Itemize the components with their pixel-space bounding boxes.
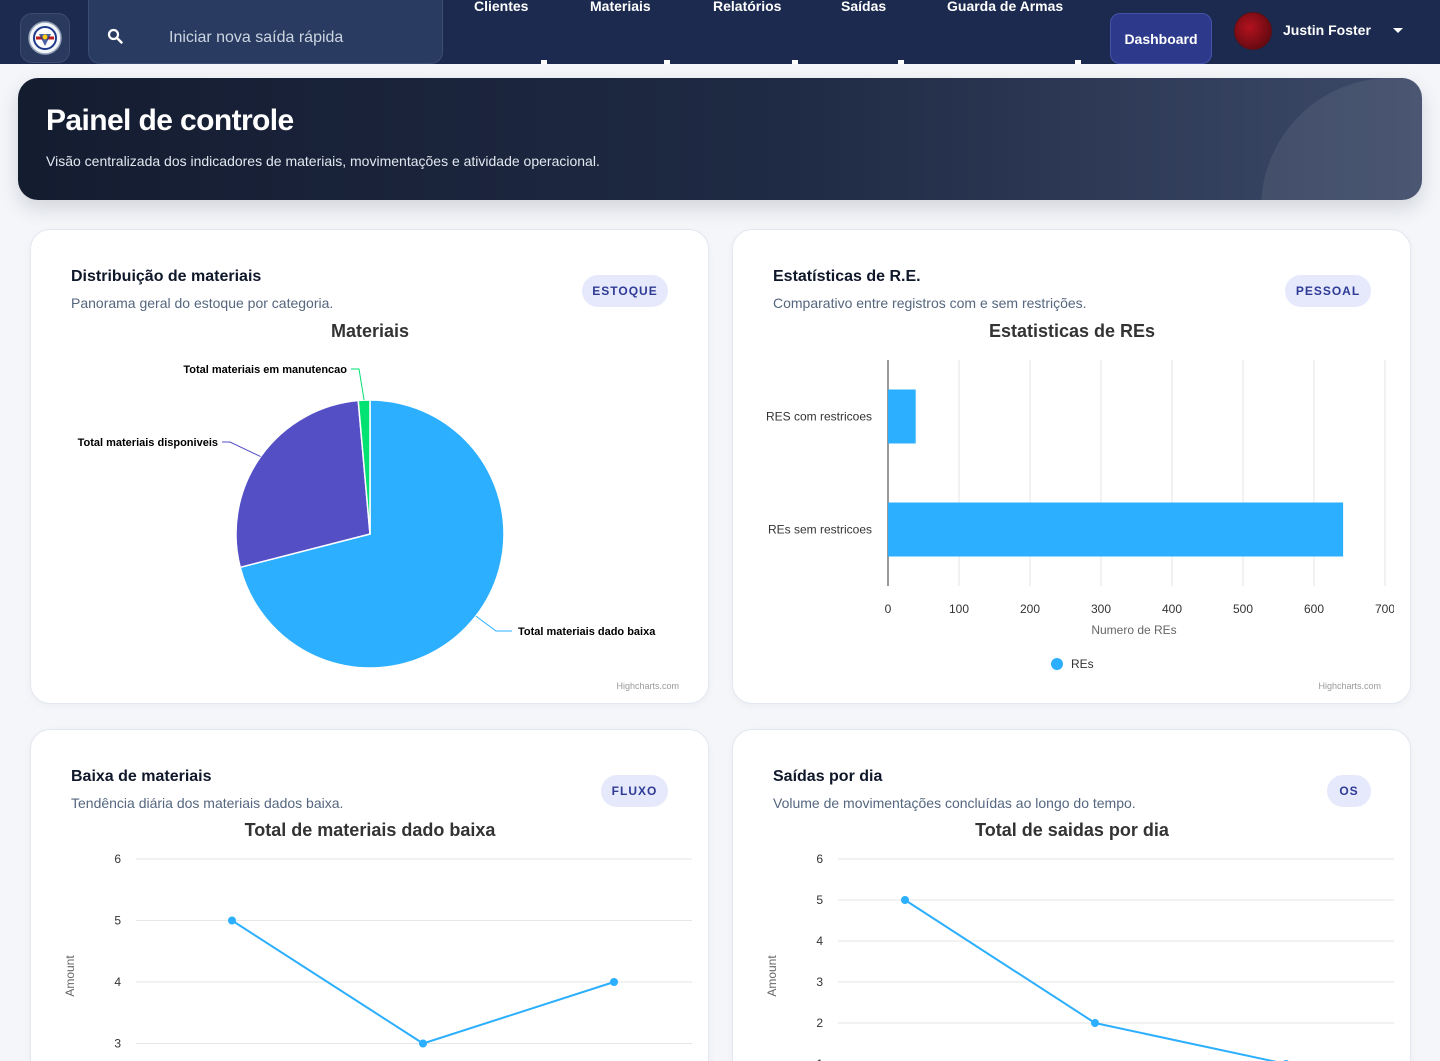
card-saidas-por-dia: Saídas por dia Volume de movimentações c…: [732, 729, 1411, 1061]
chevron-down-icon[interactable]: [1392, 27, 1404, 35]
chart-title: Materiais: [331, 322, 409, 341]
data-point[interactable]: [610, 978, 618, 986]
card-subtitle: Tendência diária dos materiais dados bai…: [71, 795, 344, 811]
x-tick-label: 0: [885, 602, 892, 616]
y-tick-label: 2: [816, 1016, 823, 1030]
category-label-res-sem-restricoes: REs sem restricoes: [768, 523, 872, 537]
card-baixa-materiais: Baixa de materiais Tendência diária dos …: [30, 729, 709, 1061]
chart-credits[interactable]: Highcharts.com: [1318, 681, 1381, 691]
x-tick-label: 500: [1233, 602, 1253, 616]
nav-link-relatorios[interactable]: Relatórios: [713, 0, 782, 14]
nav-caret-materiais: [664, 60, 670, 64]
data-point[interactable]: [901, 896, 909, 904]
nav-caret-clientes: [541, 60, 547, 64]
x-axis-title: Numero de REs: [1091, 623, 1176, 637]
dashboard-button[interactable]: Dashboard: [1110, 13, 1212, 64]
card-title: Estatísticas de R.E.: [773, 268, 921, 285]
data-point[interactable]: [419, 1039, 427, 1048]
hero-decoration: [1261, 78, 1422, 200]
pie-slice-total-materiais-em-manutencao[interactable]: [357, 399, 371, 535]
data-point[interactable]: [228, 916, 236, 925]
y-tick-label: 5: [816, 893, 823, 907]
nav-link-materiais[interactable]: Materiais: [590, 0, 651, 14]
line-chart: Total de materiais dado baixa 3 4 5 6 Amoun…: [63, 822, 692, 1051]
card-title: Distribuição de materiais: [71, 268, 262, 285]
x-tick-label: 400: [1162, 602, 1182, 616]
chart-title: Estatisticas de REs: [989, 322, 1155, 341]
y-axis-title: Amount: [765, 955, 779, 997]
status-badge: FLUXO: [601, 775, 668, 807]
y-tick-label: 5: [114, 914, 121, 928]
data-point[interactable]: [1091, 1019, 1099, 1027]
bar-chart: Estatisticas de REs RES com restricoes RE…: [766, 322, 1394, 691]
pie-slice-total-materiais-disponiveis[interactable]: [235, 399, 371, 569]
card-estatisticas-re: Estatísticas de R.E. Comparativo entre r…: [732, 229, 1411, 704]
nav-caret-saidas: [898, 60, 904, 64]
bar-res-sem-restricoes[interactable]: [888, 502, 1344, 557]
card-subtitle: Comparativo entre registros com e sem re…: [773, 295, 1087, 311]
pie-connector-total-materiais-em-manutencao: [351, 368, 365, 401]
pie-connector-total-materiais-disponiveis: [222, 441, 261, 458]
line-chart: Total de saidas por dia 1 2 3 4 5 6 Amount: [765, 822, 1394, 1061]
series-line: [904, 899, 1277, 1061]
page-title: Painel de controle: [46, 104, 294, 137]
chart-title: Total de saidas por dia: [975, 822, 1170, 840]
x-tick-label: 700: [1375, 602, 1394, 616]
pie-label-total-materiais-disponiveis: Total materiais disponiveis: [78, 437, 218, 449]
nav-caret-relatorios: [792, 60, 798, 64]
y-tick-label: 4: [816, 934, 823, 948]
user-name[interactable]: Justin Foster: [1283, 22, 1371, 38]
y-tick-label: 1: [816, 1057, 823, 1061]
y-tick-label: 3: [114, 1037, 121, 1051]
avatar[interactable]: [1234, 12, 1272, 50]
navbar: Clientes Materiais Relatórios Saídas Gua…: [0, 0, 1440, 64]
card-title: Saídas por dia: [773, 768, 883, 785]
nav-caret-guarda: [1075, 60, 1081, 64]
hero-banner: Painel de controle Visão centralizada do…: [18, 78, 1422, 200]
logo[interactable]: [20, 13, 70, 63]
status-badge: PESSOAL: [1285, 275, 1371, 307]
status-badge: OS: [1327, 775, 1371, 807]
legend-item-res[interactable]: REs: [1071, 657, 1094, 671]
search-icon[interactable]: [107, 28, 123, 44]
pie-label-total-materiais-em-manutencao: Total materiais em manutencao: [183, 364, 347, 376]
search-input[interactable]: [169, 26, 419, 50]
y-tick-label: 3: [816, 975, 823, 989]
quick-search: [88, 0, 443, 64]
category-label-res-com-restricoes: RES com restricoes: [766, 410, 872, 424]
pie-connector-total-materiais-dado-baixa: [475, 615, 512, 632]
pie-label-total-materiais-dado-baixa: Total materiais dado baixa: [518, 626, 656, 638]
pie-chart: Materiais Total materiais dado baixa Tota…: [78, 322, 679, 691]
card-distribuicao-materiais: Distribuição de materiais Panorama geral…: [30, 229, 709, 704]
x-tick-label: 600: [1304, 602, 1324, 616]
legend-marker[interactable]: [1051, 658, 1063, 670]
status-badge: ESTOQUE: [582, 275, 668, 307]
nav-link-saidas[interactable]: Saídas: [841, 0, 887, 14]
x-tick-label: 100: [949, 602, 969, 616]
card-subtitle: Panorama geral do estoque por categoria.: [71, 295, 334, 311]
x-tick-label: 200: [1020, 602, 1040, 616]
bar-res-com-restricoes[interactable]: [888, 389, 916, 444]
chart-credits[interactable]: Highcharts.com: [616, 681, 679, 691]
shield-logo-icon: [28, 21, 62, 55]
nav-link-clientes[interactable]: Clientes: [474, 0, 529, 14]
nav-link-guarda-de-armas[interactable]: Guarda de Armas: [947, 0, 1064, 14]
page-subtitle: Visão centralizada dos indicadores de ma…: [46, 153, 600, 169]
card-subtitle: Volume de movimentações concluídas ao lo…: [773, 795, 1136, 811]
y-tick-label: 4: [114, 975, 121, 989]
x-tick-label: 300: [1091, 602, 1111, 616]
y-tick-label: 6: [114, 852, 121, 866]
card-title: Baixa de materiais: [71, 768, 212, 785]
y-axis-title: Amount: [63, 955, 77, 997]
chart-title: Total de materiais dado baixa: [245, 822, 497, 840]
y-tick-label: 6: [816, 852, 823, 866]
